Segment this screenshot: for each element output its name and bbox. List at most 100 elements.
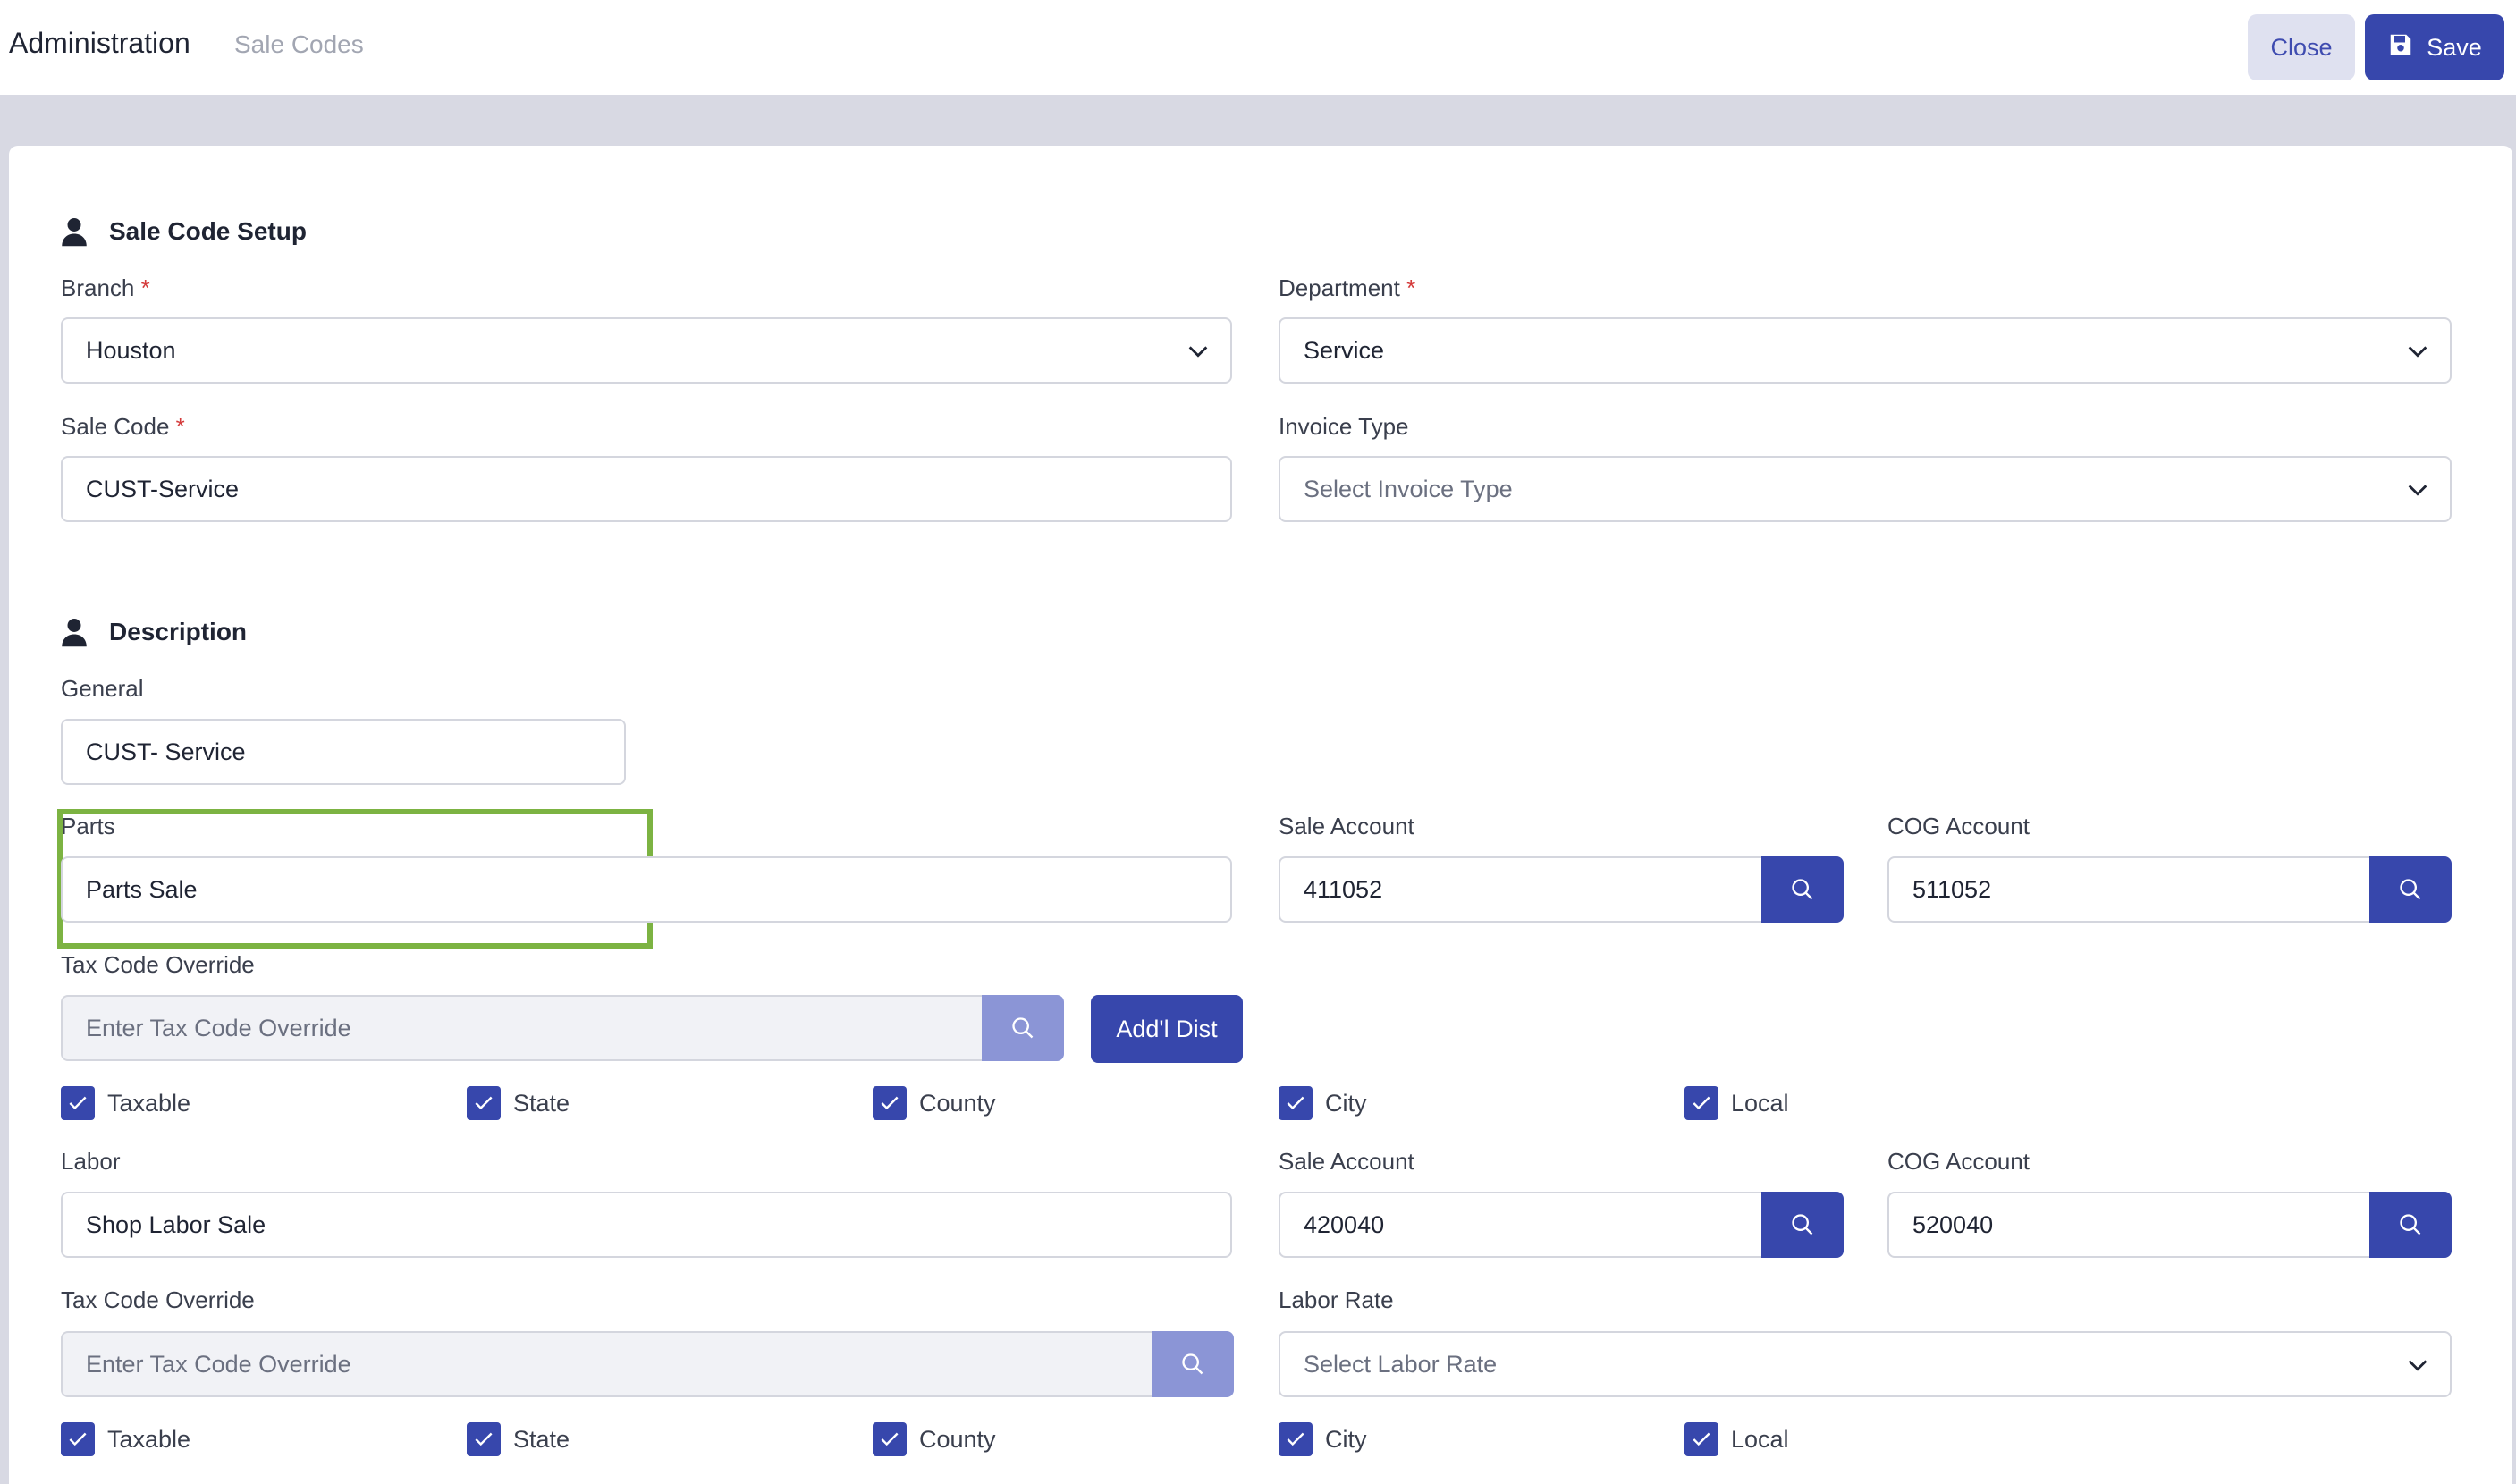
branch-value: Houston bbox=[86, 336, 176, 364]
section-title-description: Description bbox=[109, 618, 248, 645]
checkbox-label: Local bbox=[1731, 1425, 1789, 1453]
search-icon bbox=[2400, 1214, 2421, 1235]
general-description-input[interactable]: CUST- Service bbox=[61, 719, 626, 785]
chevron-down-icon bbox=[2408, 1360, 2427, 1371]
addl-dist-button[interactable]: Add'l Dist bbox=[1091, 995, 1243, 1063]
parts-cog-account-input[interactable]: 511052 bbox=[1887, 856, 2372, 923]
addl-dist-label: Add'l Dist bbox=[1116, 1015, 1218, 1042]
parts-tax-override-label: Tax Code Override bbox=[61, 951, 255, 978]
labor-tax-override-placeholder: Enter Tax Code Override bbox=[86, 1350, 351, 1378]
labor-tax-override-label: Tax Code Override bbox=[61, 1286, 255, 1313]
labor-sale-account-label: Sale Account bbox=[1279, 1148, 1414, 1175]
labor-label: Labor bbox=[61, 1148, 121, 1175]
parts-cog-account-label: COG Account bbox=[1887, 813, 2030, 839]
checkbox-label: Taxable bbox=[107, 1425, 191, 1453]
checkmark-icon bbox=[61, 1422, 95, 1456]
search-icon bbox=[1792, 1214, 1813, 1235]
checkmark-icon bbox=[1684, 1422, 1718, 1456]
general-description-value: CUST- Service bbox=[86, 738, 246, 765]
labor-sale-account-input[interactable]: 420040 bbox=[1279, 1192, 1763, 1258]
checkbox-label: Taxable bbox=[107, 1089, 191, 1117]
invoice-type-label: Invoice Type bbox=[1279, 413, 1409, 440]
checkmark-icon bbox=[467, 1086, 501, 1120]
labor-tax-override-search-button[interactable] bbox=[1152, 1331, 1234, 1397]
parts-tax-override-input[interactable]: Enter Tax Code Override bbox=[61, 995, 992, 1061]
save-button-label: Save bbox=[2427, 33, 2482, 61]
labor-county-checkbox[interactable]: County bbox=[873, 1422, 996, 1456]
breadcrumb-sale-codes[interactable]: Sale Codes bbox=[234, 30, 364, 58]
sale-code-value: CUST-Service bbox=[86, 475, 240, 502]
department-label: Department * bbox=[1279, 274, 1416, 301]
checkmark-icon bbox=[1684, 1086, 1718, 1120]
labor-sale-account-search-button[interactable] bbox=[1761, 1192, 1844, 1258]
checkbox-label: County bbox=[919, 1425, 996, 1453]
labor-description-value: Shop Labor Sale bbox=[86, 1210, 266, 1238]
user-icon bbox=[61, 617, 88, 652]
invoice-type-placeholder: Select Invoice Type bbox=[1304, 475, 1513, 502]
labor-cog-account-value: 520040 bbox=[1912, 1210, 1994, 1238]
parts-description-value: Parts Sale bbox=[86, 875, 198, 903]
checkmark-icon bbox=[873, 1086, 907, 1120]
page-title: Administration bbox=[9, 27, 190, 59]
parts-city-checkbox[interactable]: City bbox=[1279, 1086, 1367, 1120]
invoice-type-select[interactable]: Select Invoice Type bbox=[1279, 456, 2452, 522]
parts-tax-override-search-button[interactable] bbox=[982, 995, 1064, 1061]
close-button-label: Close bbox=[2270, 33, 2333, 61]
parts-cog-account-value: 511052 bbox=[1912, 875, 1992, 903]
checkbox-label: State bbox=[513, 1425, 570, 1453]
branch-select[interactable]: Houston bbox=[61, 317, 1232, 384]
labor-taxable-checkbox[interactable]: Taxable bbox=[61, 1422, 190, 1456]
checkbox-label: City bbox=[1325, 1425, 1367, 1453]
parts-cog-account-search-button[interactable] bbox=[2369, 856, 2452, 923]
parts-label: Parts bbox=[61, 813, 115, 839]
labor-local-checkbox[interactable]: Local bbox=[1684, 1422, 1789, 1456]
parts-county-checkbox[interactable]: County bbox=[873, 1086, 996, 1120]
checkbox-label: Local bbox=[1731, 1089, 1789, 1117]
parts-taxable-checkbox[interactable]: Taxable bbox=[61, 1086, 190, 1120]
labor-tax-override-input[interactable]: Enter Tax Code Override bbox=[61, 1331, 1162, 1397]
checkbox-label: State bbox=[513, 1089, 570, 1117]
labor-description-input[interactable]: Shop Labor Sale bbox=[61, 1192, 1232, 1258]
checkmark-icon bbox=[1279, 1086, 1313, 1120]
checkmark-icon bbox=[873, 1422, 907, 1456]
labor-cog-account-search-button[interactable] bbox=[2369, 1192, 2452, 1258]
parts-sale-account-input[interactable]: 411052 bbox=[1279, 856, 1763, 923]
general-label: General bbox=[61, 675, 144, 702]
checkmark-icon bbox=[1279, 1422, 1313, 1456]
department-value: Service bbox=[1304, 336, 1385, 364]
parts-description-input[interactable]: Parts Sale bbox=[61, 856, 1232, 923]
parts-local-checkbox[interactable]: Local bbox=[1684, 1086, 1789, 1120]
labor-sale-account-value: 420040 bbox=[1304, 1210, 1385, 1238]
parts-sale-account-value: 411052 bbox=[1304, 875, 1383, 903]
sale-code-input[interactable]: CUST-Service bbox=[61, 456, 1232, 522]
user-icon bbox=[61, 216, 88, 251]
save-icon bbox=[2387, 31, 2414, 64]
parts-sale-account-label: Sale Account bbox=[1279, 813, 1414, 839]
labor-cog-account-input[interactable]: 520040 bbox=[1887, 1192, 2372, 1258]
labor-rate-placeholder: Select Labor Rate bbox=[1304, 1350, 1498, 1378]
branch-label: Branch * bbox=[61, 274, 150, 301]
labor-state-checkbox[interactable]: State bbox=[467, 1422, 570, 1456]
top-bar: Administration Sale Codes Close Save bbox=[0, 0, 2516, 95]
department-select[interactable]: Service bbox=[1279, 317, 2452, 384]
close-button[interactable]: Close bbox=[2248, 14, 2355, 80]
section-title-sale-code-setup: Sale Code Setup bbox=[109, 217, 307, 245]
labor-city-checkbox[interactable]: City bbox=[1279, 1422, 1367, 1456]
checkmark-icon bbox=[467, 1422, 501, 1456]
parts-tax-override-placeholder: Enter Tax Code Override bbox=[86, 1014, 351, 1041]
search-icon bbox=[1792, 879, 1813, 900]
parts-state-checkbox[interactable]: State bbox=[467, 1086, 570, 1120]
labor-rate-label: Labor Rate bbox=[1279, 1286, 1394, 1313]
search-icon bbox=[1012, 1017, 1034, 1039]
checkbox-label: County bbox=[919, 1089, 996, 1117]
parts-sale-account-search-button[interactable] bbox=[1761, 856, 1844, 923]
labor-rate-select[interactable]: Select Labor Rate bbox=[1279, 1331, 2452, 1397]
form-card: Sale Code Setup Branch * Houston Departm… bbox=[9, 146, 2512, 1484]
chevron-down-icon bbox=[2408, 485, 2427, 496]
save-button[interactable]: Save bbox=[2365, 14, 2504, 80]
search-icon bbox=[1182, 1353, 1203, 1375]
chevron-down-icon bbox=[1188, 346, 1208, 358]
chevron-down-icon bbox=[2408, 346, 2427, 358]
checkmark-icon bbox=[61, 1086, 95, 1120]
sale-code-label: Sale Code * bbox=[61, 413, 185, 440]
